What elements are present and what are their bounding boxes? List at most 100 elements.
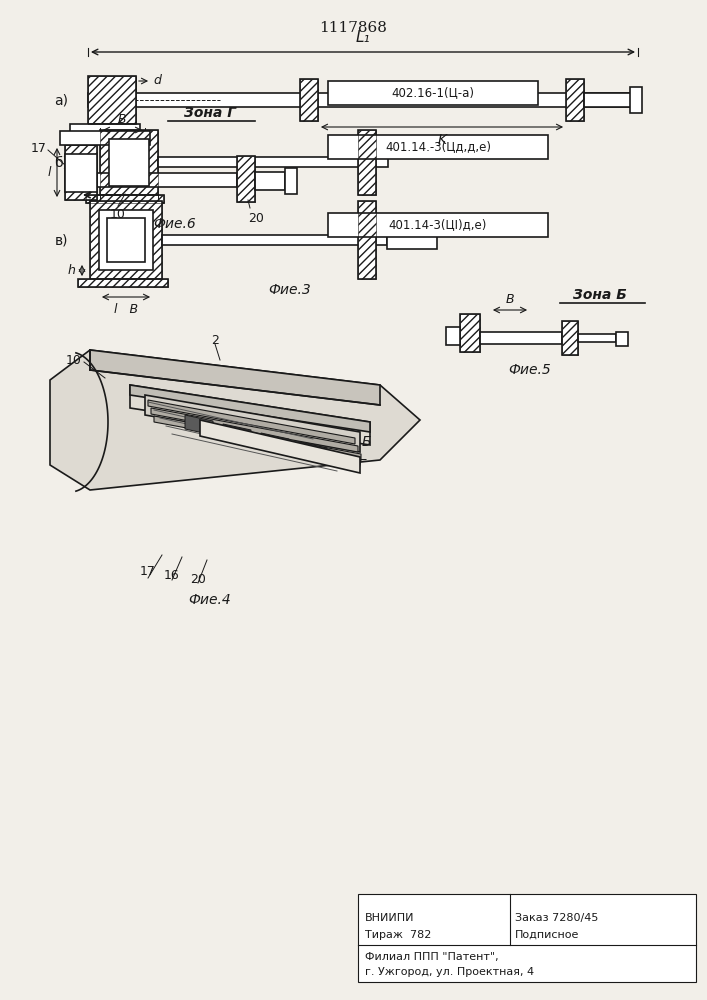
Text: 2: 2 bbox=[211, 334, 219, 347]
Polygon shape bbox=[130, 385, 370, 432]
Bar bbox=[460, 314, 480, 352]
Bar bbox=[107, 218, 145, 262]
Bar bbox=[358, 201, 376, 279]
Text: h: h bbox=[68, 264, 76, 277]
Bar bbox=[358, 129, 376, 194]
Bar bbox=[328, 213, 548, 237]
Bar bbox=[237, 156, 255, 202]
Text: 16: 16 bbox=[164, 569, 180, 582]
Text: 1117868: 1117868 bbox=[319, 21, 387, 35]
Text: 20: 20 bbox=[248, 212, 264, 225]
Text: в): в) bbox=[54, 233, 68, 247]
Text: 402.16-1(Ц-a): 402.16-1(Ц-a) bbox=[392, 87, 474, 100]
Text: 401.14-3(ЦІ)д,е): 401.14-3(ЦІ)д,е) bbox=[389, 219, 487, 232]
Bar bbox=[65, 154, 97, 192]
Bar bbox=[60, 131, 150, 145]
Bar bbox=[88, 76, 136, 124]
Bar bbox=[358, 894, 696, 982]
Bar bbox=[99, 210, 153, 270]
Bar bbox=[86, 194, 164, 202]
Bar bbox=[460, 314, 480, 352]
Text: Зона Б: Зона Б bbox=[573, 288, 627, 302]
Bar bbox=[90, 201, 162, 279]
Bar bbox=[100, 129, 158, 194]
Bar bbox=[78, 279, 168, 287]
Text: Фие.3: Фие.3 bbox=[269, 283, 311, 297]
Text: l: l bbox=[47, 165, 51, 178]
Polygon shape bbox=[200, 420, 360, 473]
Bar bbox=[562, 321, 578, 355]
Text: B: B bbox=[117, 113, 127, 126]
Bar bbox=[88, 76, 136, 124]
Bar bbox=[566, 79, 584, 121]
Text: L: L bbox=[125, 219, 133, 232]
Text: L₁: L₁ bbox=[356, 30, 370, 45]
Bar bbox=[285, 168, 297, 194]
Text: б): б) bbox=[54, 155, 68, 169]
Text: l   B: l B bbox=[114, 303, 138, 316]
Bar bbox=[387, 231, 437, 249]
Text: d: d bbox=[153, 75, 161, 88]
Text: Филиал ППП "Патент",: Филиал ППП "Патент", bbox=[365, 952, 498, 962]
Text: Г: Г bbox=[358, 458, 366, 472]
Text: г. Ужгород, ул. Проектная, 4: г. Ужгород, ул. Проектная, 4 bbox=[365, 967, 534, 977]
Polygon shape bbox=[90, 350, 380, 405]
Polygon shape bbox=[223, 424, 251, 444]
Bar bbox=[480, 332, 562, 344]
Bar bbox=[100, 129, 158, 194]
Text: a): a) bbox=[54, 93, 68, 107]
Bar bbox=[562, 321, 578, 355]
Text: Зона Г: Зона Г bbox=[184, 106, 236, 120]
Text: B: B bbox=[506, 293, 514, 306]
Bar bbox=[162, 235, 387, 245]
Polygon shape bbox=[261, 433, 289, 453]
Bar bbox=[237, 156, 255, 202]
Bar bbox=[300, 79, 318, 121]
Text: Подписное: Подписное bbox=[515, 930, 579, 940]
Bar bbox=[566, 79, 584, 121]
Bar bbox=[630, 87, 642, 113]
Text: 401.14.-3(Цд,д,е): 401.14.-3(Цд,д,е) bbox=[385, 140, 491, 153]
Bar bbox=[158, 157, 388, 167]
Bar bbox=[90, 201, 162, 279]
Polygon shape bbox=[299, 442, 327, 462]
Bar bbox=[86, 194, 164, 202]
Text: Тираж  782: Тираж 782 bbox=[365, 930, 431, 940]
Text: Б: Б bbox=[362, 435, 371, 449]
Bar bbox=[328, 81, 538, 105]
Text: Заказ 7280/45: Заказ 7280/45 bbox=[515, 913, 598, 923]
Text: K: K bbox=[438, 133, 447, 147]
Text: Фие.6: Фие.6 bbox=[153, 217, 197, 231]
Bar bbox=[65, 145, 97, 200]
Text: 17: 17 bbox=[140, 565, 156, 578]
Text: ВНИИПИ: ВНИИПИ bbox=[365, 913, 414, 923]
Bar bbox=[446, 327, 460, 345]
Bar bbox=[328, 135, 548, 159]
Polygon shape bbox=[154, 416, 361, 460]
Bar bbox=[358, 201, 376, 279]
Bar bbox=[109, 138, 149, 186]
Bar bbox=[584, 93, 634, 107]
Text: Фие.4: Фие.4 bbox=[189, 593, 231, 607]
Text: Фие.5: Фие.5 bbox=[508, 363, 551, 377]
Polygon shape bbox=[130, 385, 370, 445]
Bar bbox=[616, 332, 628, 346]
Text: 10: 10 bbox=[66, 354, 82, 366]
Polygon shape bbox=[145, 395, 360, 452]
Bar bbox=[255, 172, 285, 190]
Bar bbox=[300, 79, 318, 121]
Bar bbox=[88, 93, 638, 107]
Bar bbox=[65, 145, 97, 200]
Bar bbox=[97, 173, 237, 187]
Bar bbox=[70, 124, 140, 133]
Text: 17: 17 bbox=[31, 141, 47, 154]
Polygon shape bbox=[151, 408, 358, 452]
Polygon shape bbox=[185, 415, 213, 435]
Bar bbox=[78, 279, 168, 287]
Polygon shape bbox=[50, 350, 420, 490]
Polygon shape bbox=[148, 400, 355, 444]
Text: 10: 10 bbox=[110, 208, 126, 221]
Bar bbox=[358, 129, 376, 194]
Bar bbox=[578, 334, 616, 342]
Text: 20: 20 bbox=[190, 573, 206, 586]
